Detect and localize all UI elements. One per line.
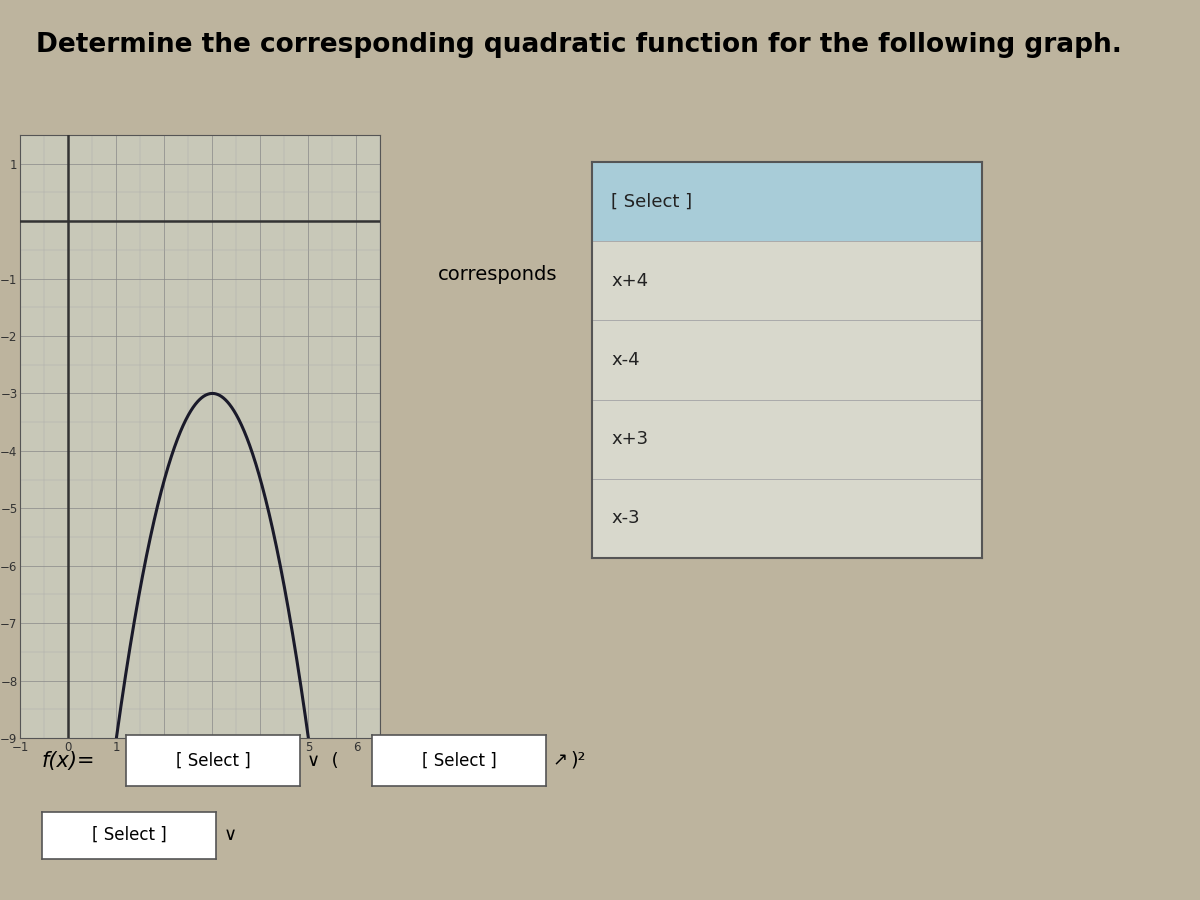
Text: )²: )² bbox=[570, 751, 586, 770]
Text: ∨: ∨ bbox=[223, 826, 236, 844]
Text: corresponds: corresponds bbox=[438, 265, 558, 284]
Text: [ Select ]: [ Select ] bbox=[421, 752, 497, 770]
Text: x+3: x+3 bbox=[611, 430, 648, 448]
Text: x-3: x-3 bbox=[611, 509, 640, 527]
Bar bbox=[592, 162, 982, 241]
Text: ∨  (: ∨ ( bbox=[307, 752, 338, 770]
Text: x-4: x-4 bbox=[611, 351, 640, 369]
Text: ↗: ↗ bbox=[552, 752, 568, 770]
Text: [ Select ]: [ Select ] bbox=[175, 752, 251, 770]
Text: f(x)=: f(x)= bbox=[42, 751, 96, 770]
Text: [ Select ]: [ Select ] bbox=[611, 193, 692, 211]
Text: [ Select ]: [ Select ] bbox=[91, 826, 167, 844]
Text: Determine the corresponding quadratic function for the following graph.: Determine the corresponding quadratic fu… bbox=[36, 32, 1122, 58]
Text: x+4: x+4 bbox=[611, 272, 648, 290]
